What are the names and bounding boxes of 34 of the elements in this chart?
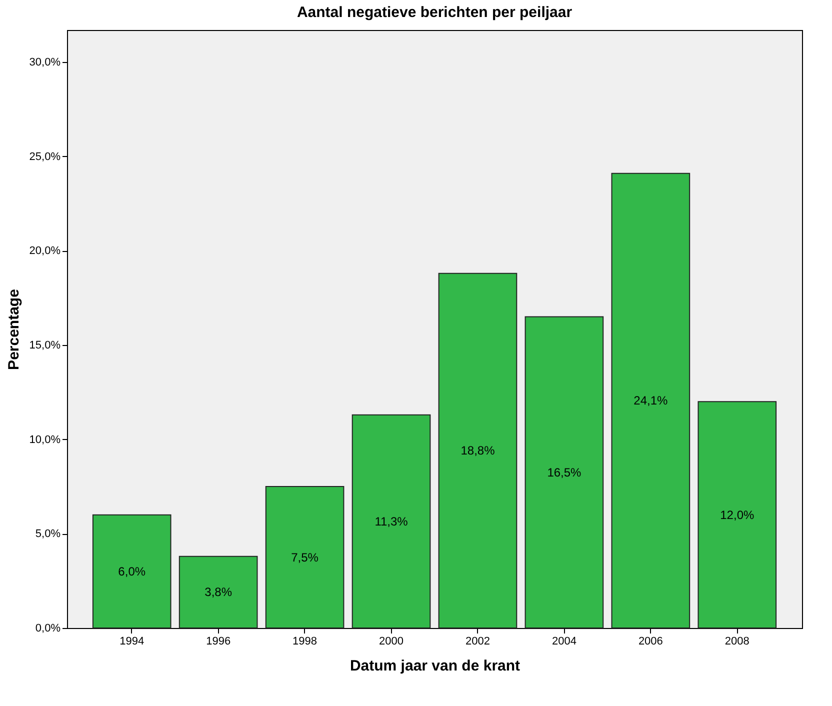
y-tick-label: 20,0% xyxy=(29,245,61,258)
x-tick-label: 2004 xyxy=(552,636,576,648)
bar xyxy=(611,172,690,628)
y-tick-label: 5,0% xyxy=(35,528,61,540)
bar xyxy=(438,272,518,628)
data-label: 18,8% xyxy=(460,444,496,458)
data-label: 12,0% xyxy=(720,508,754,522)
bar xyxy=(524,316,604,628)
bar xyxy=(92,514,172,628)
y-tick-label: 15,0% xyxy=(29,340,61,352)
chart-title: Aantal negatieve berichten per peiljaar xyxy=(296,4,572,21)
bar xyxy=(352,414,431,628)
x-tick-label: 2008 xyxy=(724,636,750,648)
data-label: 11,3% xyxy=(374,514,408,528)
x-tick-label: 2006 xyxy=(638,636,663,648)
data-label: 16,5% xyxy=(547,465,582,480)
data-label: 7,5% xyxy=(291,550,319,564)
bar xyxy=(265,486,344,628)
data-label: 3,8% xyxy=(204,585,232,600)
bar xyxy=(698,401,777,628)
x-tick-label: 1994 xyxy=(120,636,144,648)
x-tick-label: 2000 xyxy=(379,636,404,648)
y-tick-label: 25,0% xyxy=(29,150,61,163)
data-label: 24,1% xyxy=(634,394,668,408)
x-tick-label: 1998 xyxy=(292,636,318,648)
y-tick-label: 0,0% xyxy=(35,622,61,634)
x-axis-title: Datum jaar van de krant xyxy=(350,658,520,674)
data-label: 6,0% xyxy=(118,564,146,578)
x-tick-label: 1996 xyxy=(206,636,231,648)
y-tick-label: 30,0% xyxy=(29,56,61,69)
y-axis-title: Percentage xyxy=(5,289,22,370)
y-tick-label: 10,0% xyxy=(29,434,61,446)
x-tick-label: 2002 xyxy=(465,636,490,648)
bar xyxy=(178,556,258,628)
